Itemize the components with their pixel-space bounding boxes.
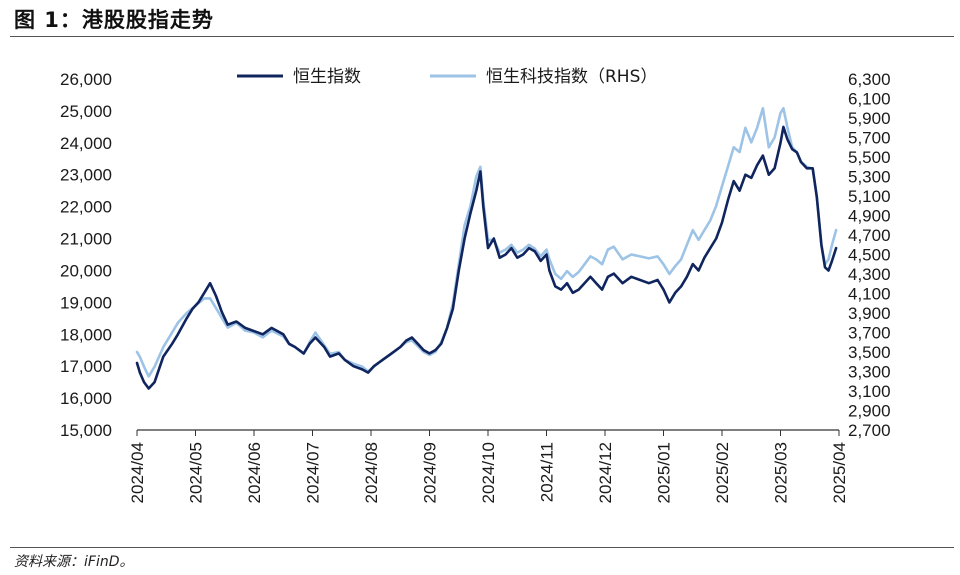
y-right-tick-label: 3,700 (848, 324, 891, 343)
y-right-tick-label: 6,100 (848, 90, 891, 109)
y-right-tick-label: 2,700 (848, 421, 891, 440)
legend-item-hsi-label: 恒生指数 (293, 67, 361, 87)
y-left-tick-label: 25,000 (60, 102, 112, 121)
y-left-tick-label: 17,000 (60, 357, 112, 376)
x-tick-label: 2025/03 (772, 442, 791, 503)
y-left-tick-label: 15,000 (60, 421, 112, 440)
y-left-tick-label: 22,000 (60, 198, 112, 217)
y-right-tick-label: 5,500 (848, 148, 891, 167)
bottom-rule (10, 547, 954, 548)
y-right-tick-label: 6,300 (848, 70, 891, 89)
y-left-tick-label: 21,000 (60, 230, 112, 249)
x-tick-label: 2024/05 (187, 442, 206, 503)
y-right-tick-label: 5,100 (848, 187, 891, 206)
y-right-tick-label: 5,300 (848, 168, 891, 187)
x-tick-label: 2024/08 (362, 442, 381, 503)
y-right-tick-label: 5,700 (848, 129, 891, 148)
y-left-tick-label: 19,000 (60, 293, 112, 312)
y-left-tick-label: 26,000 (60, 70, 112, 89)
x-tick-label: 2024/04 (128, 442, 147, 503)
y-right-tick-label: 5,900 (848, 109, 891, 128)
y-right-tick-label: 4,500 (848, 246, 891, 265)
x-tick-label: 2024/11 (538, 442, 557, 502)
y-left-tick-label: 20,000 (60, 261, 112, 280)
chart-axes: 2024/04 2024/05 2024/06 2024/07 2024/08 2024/… (60, 70, 891, 503)
x-tick-label: 2024/12 (596, 442, 615, 503)
y-right-tick-label: 4,100 (848, 285, 891, 304)
figure-title: 图 1：港股股指走势 (14, 8, 214, 32)
chart-legend: 恒生指数 恒生科技指数（RHS） (237, 67, 657, 87)
x-tick-label: 2025/02 (713, 442, 732, 503)
x-tick-label: 2025/04 (830, 442, 849, 503)
y-right-tick-label: 3,100 (848, 382, 891, 401)
y-left-tick-label: 16,000 (60, 389, 112, 408)
y-right-tick-label: 3,900 (848, 304, 891, 323)
x-tick-label: 2024/06 (245, 442, 264, 503)
y-left-tick-label: 18,000 (60, 325, 112, 344)
line-chart: 2024/04 2024/05 2024/06 2024/07 2024/08 2024/… (60, 67, 891, 503)
chart-series (135, 107, 838, 390)
source-note: 资料来源：iFinD。 (14, 554, 134, 570)
series-line-hstech (135, 107, 838, 378)
top-rule (10, 36, 954, 37)
series-line-hsi (135, 125, 838, 390)
y-right-tick-label: 2,900 (848, 402, 891, 421)
y-right-tick-label: 3,300 (848, 363, 891, 382)
y-right-tick-label: 3,500 (848, 343, 891, 362)
x-tick-label: 2025/01 (655, 442, 674, 503)
legend-item-hstech-label: 恒生科技指数（RHS） (486, 67, 657, 87)
y-right-tick-label: 4,900 (848, 207, 891, 226)
y-right-tick-label: 4,300 (848, 265, 891, 284)
x-tick-label: 2024/07 (304, 442, 323, 503)
y-right-tick-label: 4,700 (848, 226, 891, 245)
x-tick-label: 2024/09 (421, 442, 440, 503)
x-tick-label: 2024/10 (479, 442, 498, 503)
y-left-tick-label: 24,000 (60, 134, 112, 153)
y-left-tick-label: 23,000 (60, 166, 112, 185)
